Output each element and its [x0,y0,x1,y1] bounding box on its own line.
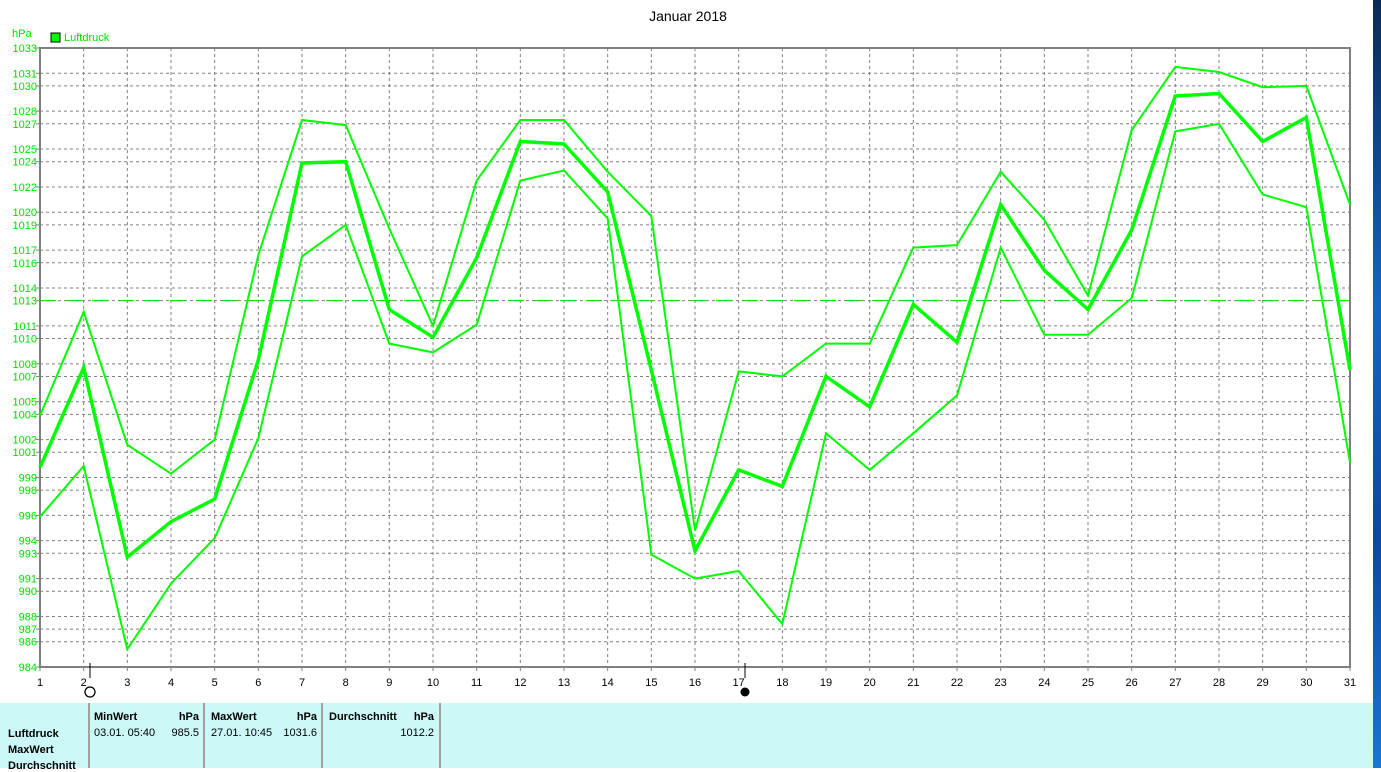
series-line-average [38,91,1352,561]
series-line-max [39,65,1351,531]
y-tick-label: 1027 [13,119,37,131]
avg-value: 1012.2 [400,727,434,739]
x-tick-label: 17 [733,677,745,689]
legend-swatch [50,32,61,43]
y-tick-label: 998 [19,485,37,497]
y-tick-label: 1016 [13,258,37,270]
x-tick-label: 26 [1126,677,1138,689]
y-tick-label: 1010 [13,334,37,346]
x-tick-label: 19 [820,677,832,689]
y-tick-label: 994 [19,536,37,548]
min-header: MinWert [94,711,138,723]
y-tick-label: 1005 [13,397,37,409]
x-tick-label: 3 [124,677,130,689]
y-tick-label: 1022 [13,182,37,194]
y-tick-label: 1011 [13,321,37,333]
x-tick-label: 16 [689,677,701,689]
x-tick-label: 2 [81,677,87,689]
row-label-luftdruck: Luftdruck [8,728,59,740]
max-time: 27.01. 10:45 [211,727,273,739]
min-time: 03.01. 05:40 [94,727,156,739]
x-tick-label: 8 [343,677,349,689]
y-tick-label: 988 [19,611,37,623]
chart-title: Januar 2018 [649,8,727,24]
y-tick-label: 987 [19,624,37,636]
x-tick-label: 9 [386,677,392,689]
y-tick-label: 990 [19,586,37,598]
y-tick-label: 1017 [13,245,37,257]
x-tick-label: 6 [255,677,261,689]
open-circle-marker-icon [84,686,96,698]
x-tick-label: 12 [514,677,526,689]
statistics-panel: Luftdruck MaxWert Durchschnitt MinWert h… [0,703,1373,772]
plot-frame [39,47,1351,668]
row-label-durchschnitt: Durchschnitt [8,760,76,772]
x-tick-label: 22 [951,677,963,689]
x-tick-label: 23 [995,677,1007,689]
y-tick-label: 991 [19,574,37,586]
y-tick-label: 1031 [13,68,37,80]
x-tick-label: 30 [1300,677,1312,689]
y-tick-label: 1033 [13,43,37,55]
y-tick-label: 1004 [13,409,37,421]
y-tick-label: 1024 [13,157,37,169]
x-tick-label: 21 [907,677,919,689]
y-tick-label: 1028 [13,106,37,118]
y-tick-label: 1014 [13,283,37,295]
y-tick-label: 1007 [13,371,37,383]
x-tick-label: 27 [1169,677,1181,689]
y-tick-label: 999 [19,473,37,485]
pressure-chart: Januar 2018 hPa Luftdruck 10331031103010… [12,8,1356,698]
x-tick-label: 25 [1082,677,1094,689]
x-tick-label: 10 [427,677,439,689]
y-tick-label: 996 [19,510,37,522]
y-tick-label: 1002 [13,435,37,447]
max-value: 1031.6 [283,727,317,739]
y-tick-label: 1008 [13,359,37,371]
x-tick-label: 7 [299,677,305,689]
x-tick-label: 5 [212,677,218,689]
desktop-background-strip [1373,0,1381,768]
x-tick-label: 31 [1344,677,1356,689]
x-tick-label: 18 [776,677,788,689]
y-tick-label: 1019 [13,220,37,232]
x-tick-label: 14 [602,677,614,689]
y-tick-label: 1025 [13,144,37,156]
max-header: MaxWert [211,711,257,723]
avg-unit: hPa [413,711,434,723]
x-tick-label: 4 [168,677,174,689]
y-tick-label: 993 [19,548,37,560]
legend-label: Luftdruck [64,32,110,44]
min-unit: hPa [178,711,199,723]
series-line-min [39,122,1351,652]
x-tick-label: 13 [558,677,570,689]
y-tick-label: 1013 [13,296,37,308]
x-tick-label: 24 [1038,677,1050,689]
y-tick-label: 1001 [13,447,37,459]
min-value: 985.5 [171,727,199,739]
y-tick-label: 1030 [13,81,37,93]
x-tick-label: 11 [471,677,482,689]
x-tick-label: 20 [864,677,876,689]
y-tick-label: 986 [19,637,37,649]
filled-circle-marker-icon [740,687,750,697]
x-tick-label: 15 [645,677,657,689]
row-label-maxwert: MaxWert [8,744,54,756]
x-tick-label: 1 [37,677,43,689]
x-tick-label: 29 [1257,677,1269,689]
y-axis-unit: hPa [12,28,32,40]
max-unit: hPa [296,711,317,723]
y-tick-label: 984 [19,662,37,674]
y-tick-label: 1020 [13,207,37,219]
x-tick-label: 28 [1213,677,1225,689]
avg-header: Durchschnitt [329,711,397,723]
